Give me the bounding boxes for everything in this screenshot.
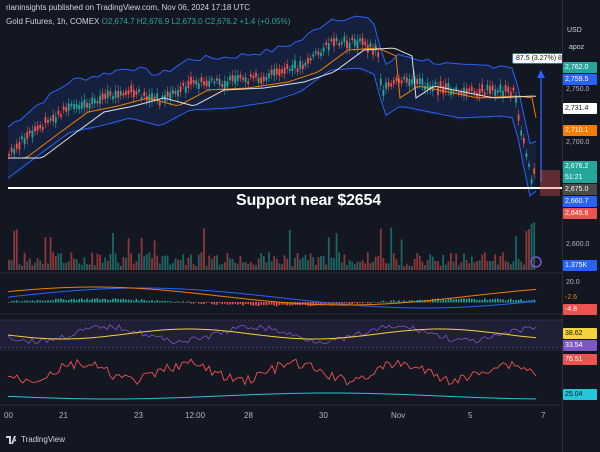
last-price-tag: 2,676.2 bbox=[563, 161, 597, 172]
volume-bars bbox=[8, 222, 536, 270]
volume-tag: 1.375K bbox=[563, 260, 597, 271]
symbol-name: Gold Futures, 1h, COMEX bbox=[6, 17, 100, 26]
ohlc-open: O2,674.7 bbox=[101, 17, 135, 26]
publish-info: rianinsights published on TradingView.co… bbox=[6, 3, 250, 12]
support-annotation[interactable]: Support near $2654 bbox=[236, 192, 381, 209]
ohlc-high: H2,676.9 bbox=[136, 17, 170, 26]
price-tag: 2,675.0 bbox=[563, 184, 597, 195]
time-label: 30 bbox=[319, 411, 328, 420]
osc-tag: 76.51 bbox=[563, 354, 597, 365]
brand-name: TradingView bbox=[21, 435, 66, 444]
tradingview-icon bbox=[6, 435, 17, 444]
price-channel bbox=[7, 15, 537, 197]
price-level: 2,750.0 bbox=[566, 86, 590, 93]
time-label: 7 bbox=[541, 411, 546, 420]
price-tag: 2,759.5 bbox=[563, 74, 597, 85]
price-tag: 2,731.4 bbox=[563, 103, 597, 114]
oscillator-panels bbox=[0, 286, 562, 400]
time-label: 12:00 bbox=[185, 411, 206, 420]
osc-tag: 25.04 bbox=[563, 389, 597, 400]
time-label: 23 bbox=[134, 411, 143, 420]
price-tag: 2,660.7 bbox=[563, 196, 597, 207]
price-tag: 2,645.6 bbox=[563, 208, 597, 219]
symbol-legend[interactable]: Gold Futures, 1h, COMEX O2,674.7 H2,676.… bbox=[6, 17, 290, 26]
price-tag: 2,710.1 bbox=[563, 125, 597, 136]
osc-tag: 33.54 bbox=[563, 340, 597, 351]
ohlc-change: +1.4 (+0.05%) bbox=[239, 17, 291, 26]
ohlc-low: L2,673.0 bbox=[171, 17, 203, 26]
price-level: 2,700.0 bbox=[566, 139, 590, 146]
apoz-label: apoz bbox=[569, 44, 585, 51]
ohlc-close: C2,676.2 bbox=[204, 17, 238, 26]
time-label: 5 bbox=[468, 411, 473, 420]
signal-marker bbox=[530, 256, 542, 268]
price-level: 2,600.0 bbox=[566, 241, 590, 248]
time-label: 21 bbox=[59, 411, 68, 420]
currency-label: USD bbox=[567, 27, 582, 34]
price-tag: 2,762.0 bbox=[563, 62, 597, 73]
moving-averages bbox=[8, 47, 537, 159]
tradingview-logo[interactable]: TradingView bbox=[6, 435, 65, 444]
time-label: 28 bbox=[244, 411, 253, 420]
time-label: 00 bbox=[4, 411, 13, 420]
countdown-tag: 51:21 bbox=[563, 172, 597, 183]
osc-level: 20.0 bbox=[566, 279, 580, 286]
osc-tag: 38.62 bbox=[563, 328, 597, 339]
time-label: Nov bbox=[391, 411, 406, 420]
osc-tag: -2.6 bbox=[563, 292, 597, 303]
osc-tag: -4.8 bbox=[563, 304, 597, 315]
